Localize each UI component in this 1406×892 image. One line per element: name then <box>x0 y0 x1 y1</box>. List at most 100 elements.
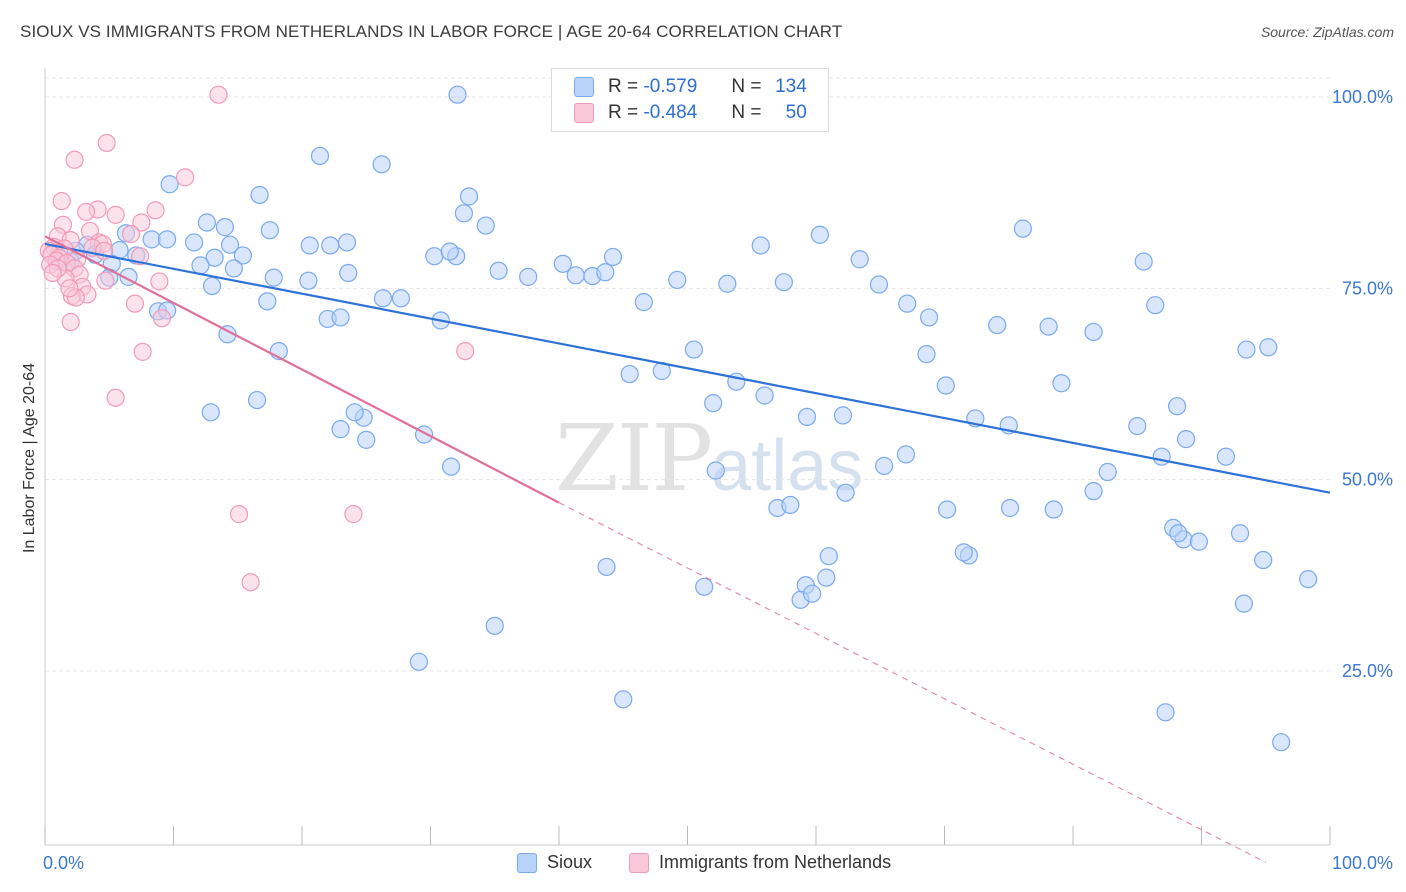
n-value: 50 <box>785 102 807 123</box>
netherlands-point <box>229 505 249 524</box>
sioux-point <box>1169 524 1188 543</box>
x-tick-label: 0.0% <box>43 853 84 873</box>
sioux-point <box>1230 524 1250 543</box>
sioux-point <box>331 308 350 327</box>
sioux-point <box>695 577 714 596</box>
netherlands-trendline <box>44 235 560 504</box>
netherlands-point <box>106 388 125 407</box>
sioux-point <box>1134 252 1153 271</box>
sioux-point <box>1216 447 1236 466</box>
sioux-point <box>596 263 615 282</box>
sioux-point <box>634 293 653 312</box>
sioux-point <box>224 259 243 278</box>
netherlands-point <box>150 272 169 291</box>
netherlands-point <box>43 263 62 283</box>
sioux-point <box>1237 340 1256 359</box>
sioux-point <box>373 289 393 308</box>
netherlands-legend-swatch <box>629 852 649 873</box>
sioux-point <box>220 235 240 254</box>
sioux-point <box>620 364 639 384</box>
netherlands-point <box>97 133 116 153</box>
sioux-point <box>898 294 917 313</box>
chart-title: SIOUX VS IMMIGRANTS FROM NETHERLANDS IN … <box>20 22 843 41</box>
sioux-point <box>553 254 572 273</box>
netherlands-point <box>133 342 152 361</box>
netherlands-point <box>65 150 84 169</box>
netherlands-point <box>456 341 475 361</box>
sioux-point <box>1176 430 1196 449</box>
netherlands-point <box>152 309 172 328</box>
sioux-point <box>774 273 793 292</box>
sioux-point <box>1189 532 1209 551</box>
netherlands-point <box>125 294 145 313</box>
sioux-point <box>191 256 210 275</box>
sioux-point <box>704 394 723 413</box>
sioux-point <box>197 213 217 232</box>
sioux-point <box>954 543 973 562</box>
sioux-point <box>459 187 479 206</box>
sioux-point <box>299 271 318 290</box>
sioux-point <box>988 315 1007 335</box>
sioux-point <box>1044 500 1063 519</box>
sioux-point <box>264 268 283 287</box>
sioux-point <box>157 230 177 249</box>
sioux-point <box>1084 322 1103 342</box>
sioux-point <box>896 445 916 464</box>
sioux-point <box>869 275 889 294</box>
sioux-point <box>919 308 939 327</box>
netherlands-point <box>241 573 260 592</box>
netherlands-point <box>209 85 228 104</box>
sioux-point <box>1098 462 1117 482</box>
sioux-point <box>357 430 376 449</box>
series-legend: Sioux Immigrants from Netherlands <box>0 852 1406 878</box>
sioux-point <box>337 233 357 252</box>
netherlands-point <box>52 191 71 211</box>
sioux-point <box>917 345 936 364</box>
sioux-point <box>718 274 737 293</box>
sioux-point <box>684 340 704 359</box>
sioux-point <box>751 236 770 255</box>
legend-item-sioux: Sioux <box>517 852 592 873</box>
r-label: R = <box>608 102 639 123</box>
source-credit: Source: ZipAtlas.com <box>1260 24 1394 40</box>
sioux-point <box>215 218 234 237</box>
sioux-point <box>1152 447 1171 466</box>
sioux-point <box>755 386 774 405</box>
sioux-point <box>372 155 391 174</box>
y-tick-label: 75.0% <box>1342 278 1393 298</box>
sioux-point <box>339 263 358 283</box>
netherlands-point <box>146 201 165 220</box>
sioux-legend-swatch <box>517 852 537 873</box>
watermark-zip: ZIP <box>555 405 713 512</box>
sioux-point <box>201 403 220 422</box>
sioux-point <box>936 376 955 395</box>
legend-row-netherlands: R = -0.484 N = 50 <box>574 101 807 125</box>
sioux-point <box>819 547 838 566</box>
legend-item-netherlands: Immigrants from Netherlands <box>629 852 891 873</box>
sioux-trendline <box>44 242 1331 494</box>
sioux-point <box>614 690 633 709</box>
sioux-point <box>1259 338 1278 357</box>
sioux-point <box>233 246 252 265</box>
sioux-point <box>1156 703 1175 722</box>
sioux-point <box>803 584 822 603</box>
sioux-point <box>1299 570 1318 589</box>
sioux-point <box>566 266 585 285</box>
legend-label: Sioux <box>547 852 593 872</box>
sioux-point <box>706 461 725 480</box>
sioux-point <box>1039 317 1058 336</box>
x-tick-label: 100.0% <box>1332 853 1393 873</box>
sioux-point <box>668 270 687 290</box>
y-tick-label: 25.0% <box>1342 661 1393 681</box>
n-label: N = <box>731 102 762 123</box>
sioux-point <box>1084 482 1103 501</box>
n-label: N = <box>731 76 762 97</box>
watermark: ZIPatlas <box>555 405 863 512</box>
sioux-point <box>485 616 504 635</box>
sioux-swatch <box>574 77 594 97</box>
sioux-point <box>1146 296 1165 315</box>
sioux-point <box>476 216 495 235</box>
sioux-point <box>448 85 467 104</box>
netherlands-point <box>132 213 151 232</box>
sioux-point <box>833 406 853 425</box>
